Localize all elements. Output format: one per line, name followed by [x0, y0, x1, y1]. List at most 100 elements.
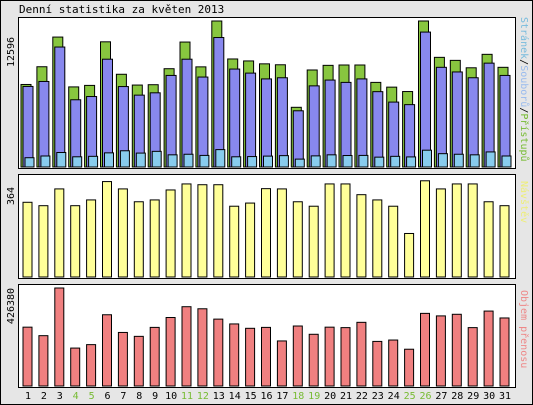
bar-visits-18 [292, 201, 303, 278]
bar-transfer-7 [117, 331, 128, 387]
bar-visits-13 [213, 184, 224, 278]
xtick-label: 8 [136, 391, 142, 402]
bar-transfer-2 [38, 335, 49, 387]
bar-pages-27 [437, 153, 448, 168]
xtick-label: 11 [181, 391, 193, 402]
bar-files-10 [165, 74, 177, 168]
xtick-label: 28 [451, 391, 463, 402]
bar-files-29 [467, 77, 479, 168]
xtick-label: 13 [213, 391, 225, 402]
legend-files: Souborů [518, 65, 530, 107]
legend-sep-2: / [518, 107, 529, 113]
bar-pages-12 [199, 154, 210, 168]
xtick-label: 9 [152, 391, 158, 402]
bar-files-17 [276, 77, 288, 168]
bar-visits-19 [308, 205, 319, 278]
bar-files-22 [356, 78, 368, 168]
bar-visits-29 [467, 183, 478, 278]
bar-pages-29 [469, 154, 480, 168]
bar-files-16 [261, 78, 272, 168]
bar-transfer-1 [22, 326, 33, 387]
bar-files-20 [324, 79, 336, 168]
bar-transfer-6 [102, 314, 112, 387]
bar-pages-31 [501, 155, 512, 168]
bar-visits-26 [420, 180, 430, 278]
bar-transfer-17 [276, 340, 287, 387]
xtick-label: 27 [435, 391, 447, 402]
bar-pages-17 [278, 155, 289, 168]
bar-pages-28 [453, 153, 464, 168]
bar-pages-8 [135, 152, 146, 168]
bar-transfer-13 [213, 318, 224, 387]
bar-pages-10 [167, 154, 178, 168]
xtick-label: 22 [356, 391, 368, 402]
bar-visits-21 [340, 183, 351, 278]
bar-visits-22 [356, 194, 367, 278]
bar-transfer-21 [340, 327, 351, 387]
xtick-label: 21 [340, 391, 352, 402]
bar-visits-16 [261, 188, 271, 278]
bar-files-27 [435, 66, 447, 168]
xtick-label: 1 [25, 391, 31, 402]
ytick-top: 12596 [6, 37, 17, 67]
xtick-label: 15 [245, 391, 257, 402]
ytick-middle: 364 [6, 187, 17, 205]
xtick-label: 19 [308, 391, 320, 402]
bar-transfer-5 [86, 344, 97, 387]
bar-files-6 [102, 58, 113, 168]
bar-visits-30 [483, 201, 494, 278]
xtick-label: 17 [276, 391, 288, 402]
bar-transfer-18 [292, 325, 303, 387]
bar-files-13 [213, 37, 225, 168]
bar-transfer-10 [165, 317, 176, 387]
bar-visits-24 [388, 205, 399, 278]
bar-pages-6 [104, 152, 114, 168]
bar-transfer-28 [451, 313, 462, 387]
xtick-label: 5 [89, 391, 95, 402]
xtick-label: 3 [57, 391, 63, 402]
bar-transfer-22 [356, 321, 367, 387]
bar-visits-4 [70, 205, 81, 278]
bar-transfer-25 [404, 348, 415, 387]
bar-transfer-24 [388, 339, 399, 387]
legend-pages: Stránek [518, 17, 530, 59]
bar-transfer-16 [261, 326, 271, 387]
bar-visits-15 [245, 202, 256, 278]
bar-visits-12 [197, 184, 208, 278]
xtick-label: 12 [197, 391, 209, 402]
bar-files-21 [340, 81, 352, 168]
bar-visits-5 [86, 199, 97, 278]
bar-files-31 [499, 74, 511, 168]
xtick-label: 23 [372, 391, 384, 402]
bar-pages-2 [40, 155, 51, 168]
bar-pages-23 [374, 156, 385, 168]
bar-visits-14 [229, 205, 240, 278]
bar-transfer-26 [420, 312, 430, 387]
bar-transfer-23 [372, 340, 383, 387]
bar-transfer-19 [308, 333, 319, 387]
bar-visits-27 [435, 188, 446, 278]
bar-transfer-31 [499, 317, 510, 387]
xtick-label: 18 [292, 391, 304, 402]
bar-pages-26 [422, 149, 432, 168]
xtick-label: 24 [388, 391, 400, 402]
bar-files-3 [54, 46, 66, 168]
bar-pages-11 [183, 153, 194, 168]
bar-files-30 [483, 62, 495, 168]
bar-transfer-4 [70, 347, 81, 387]
xtick-label: 6 [104, 391, 110, 402]
xtick-label: 10 [165, 391, 177, 402]
bar-visits-6 [102, 181, 112, 278]
bar-visits-11 [181, 183, 192, 278]
legend-top: Stránek/Souborů/Přístupů [518, 17, 530, 162]
bar-pages-1 [24, 157, 35, 168]
xtick-label: 31 [499, 391, 511, 402]
bar-visits-20 [324, 183, 335, 278]
bar-pages-18 [294, 158, 305, 168]
xtick-label: 16 [260, 391, 272, 402]
bar-pages-30 [485, 151, 496, 168]
bar-files-12 [197, 76, 209, 168]
bar-pages-3 [56, 152, 67, 168]
bar-files-28 [451, 71, 463, 168]
